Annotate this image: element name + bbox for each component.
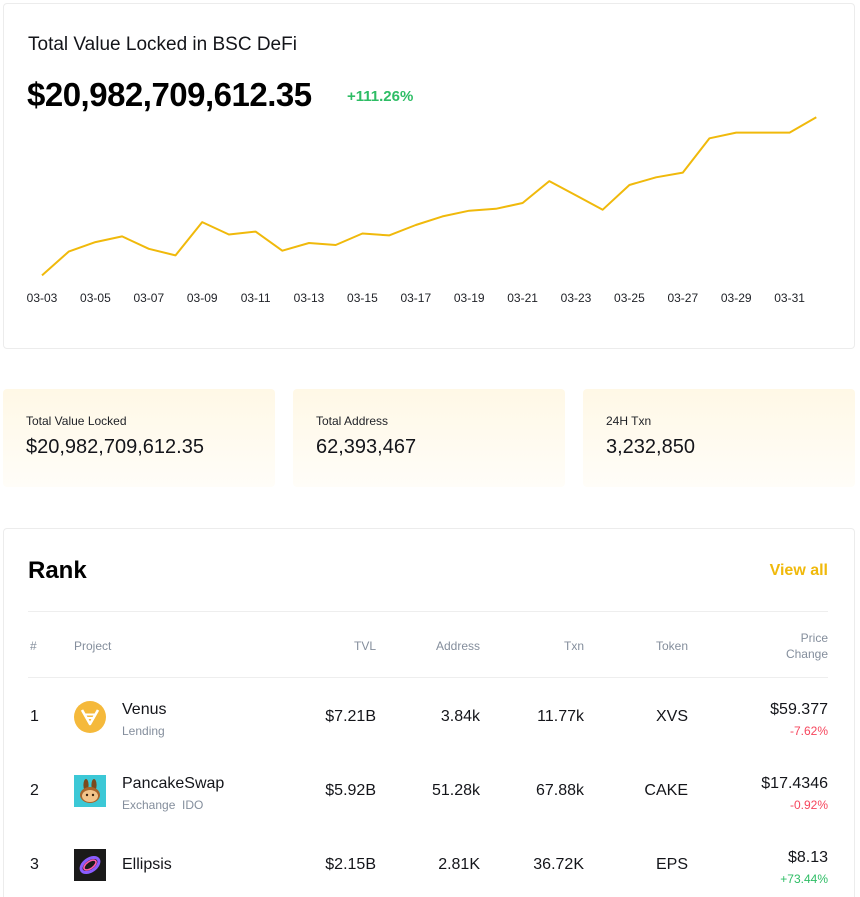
x-tick-label: 03-19 xyxy=(454,291,485,305)
row-tvl: $5.92B xyxy=(325,782,376,799)
x-tick-label: 03-29 xyxy=(721,291,752,305)
table-row[interactable]: 2 PancakeSwap Exchange IDO $5.92B 51.28k… xyxy=(4,754,856,828)
header-tvl[interactable]: TVL xyxy=(353,639,376,653)
stat-card-tvl: Total Value Locked $20,982,709,612.35 xyxy=(3,389,275,487)
x-tick-label: 03-05 xyxy=(80,291,111,305)
x-tick-label: 03-27 xyxy=(667,291,698,305)
x-tick-label: 03-23 xyxy=(561,291,592,305)
row-tvl: $7.21B xyxy=(325,708,376,725)
row-token: CAKE xyxy=(644,782,688,799)
x-tick-label: 03-31 xyxy=(774,291,805,305)
divider xyxy=(28,677,828,678)
row-token: EPS xyxy=(655,856,688,873)
header-rank: # xyxy=(30,639,37,653)
row-address: 51.28k xyxy=(431,782,480,799)
project-category: Exchange IDO xyxy=(122,798,204,812)
table-row[interactable]: 3 Ellipsis $2.15B 2.81K 36.72K EPS $8.13… xyxy=(4,828,856,897)
x-tick-label: 03-11 xyxy=(241,291,271,305)
x-tick-label: 03-25 xyxy=(614,291,645,305)
stat-label: 24H Txn xyxy=(606,414,652,428)
view-all-link[interactable]: View all xyxy=(769,562,828,579)
x-tick-label: 03-09 xyxy=(187,291,218,305)
header-address[interactable]: Address xyxy=(435,639,480,653)
x-tick-label: 03-17 xyxy=(400,291,431,305)
divider xyxy=(28,611,828,612)
stat-card-address: Total Address 62,393,467 xyxy=(293,389,565,487)
row-price: $59.377 xyxy=(770,701,828,718)
row-price-change: -0.92% xyxy=(789,798,828,812)
header-txn[interactable]: Txn xyxy=(563,639,584,653)
project-name[interactable]: Ellipsis xyxy=(122,856,172,873)
stat-value: $20,982,709,612.35 xyxy=(26,436,204,458)
tvl-series-line xyxy=(41,116,817,277)
row-price-change: +73.44% xyxy=(780,872,828,886)
row-token: XVS xyxy=(655,708,688,725)
table-row[interactable]: 1 Venus Lending $7.21B 3.84k 11.77k XVS … xyxy=(4,680,856,754)
project-name[interactable]: PancakeSwap xyxy=(122,775,225,792)
row-txn: 67.88k xyxy=(535,782,584,799)
pancakeswap-logo-icon xyxy=(74,775,106,807)
project-category: Lending xyxy=(122,724,165,738)
tvl-chart-card: Total Value Locked in BSC DeFi $20,982,7… xyxy=(3,3,855,349)
row-tvl: $2.15B xyxy=(325,856,376,873)
row-price: $8.13 xyxy=(787,849,828,866)
header-price[interactable]: Price xyxy=(800,631,828,645)
stat-value: 62,393,467 xyxy=(316,436,417,458)
chart-title: Total Value Locked in BSC DeFi xyxy=(28,34,297,55)
header-change[interactable]: Change xyxy=(785,647,828,661)
x-tick-label: 03-03 xyxy=(27,291,58,305)
x-tick-label: 03-07 xyxy=(133,291,164,305)
x-tick-label: 03-21 xyxy=(507,291,538,305)
ellipsis-logo-icon xyxy=(74,849,106,881)
row-txn: 36.72K xyxy=(533,856,584,873)
x-tick-label: 03-13 xyxy=(294,291,325,305)
row-rank: 2 xyxy=(30,782,39,799)
tvl-line-chart[interactable]: 03-03 03-05 03-07 03-09 03-11 03-13 03-15 03-17… xyxy=(4,4,856,350)
row-address: 2.81K xyxy=(438,856,480,873)
row-txn: 11.77k xyxy=(537,708,584,725)
stat-value: 3,232,850 xyxy=(606,436,695,458)
row-address: 3.84k xyxy=(440,708,480,725)
stat-label: Total Value Locked xyxy=(26,414,127,428)
rank-card: Rank View all # Project TVL Address Txn … xyxy=(3,528,855,897)
venus-logo-icon xyxy=(74,701,106,733)
row-rank: 1 xyxy=(30,708,39,725)
x-tick-label: 03-15 xyxy=(347,291,378,305)
tvl-total-value: $20,982,709,612.35 xyxy=(27,76,312,113)
header-token: Token xyxy=(655,639,688,653)
row-price-change: -7.62% xyxy=(789,724,828,738)
tvl-change-badge: +111.26% xyxy=(347,88,414,105)
row-price: $17.4346 xyxy=(761,775,828,792)
header-project: Project xyxy=(74,639,112,653)
stat-label: Total Address xyxy=(316,414,389,428)
project-name[interactable]: Venus xyxy=(122,701,167,718)
row-rank: 3 xyxy=(30,856,39,873)
stat-card-txn: 24H Txn 3,232,850 xyxy=(583,389,855,487)
rank-title: Rank xyxy=(28,557,87,584)
